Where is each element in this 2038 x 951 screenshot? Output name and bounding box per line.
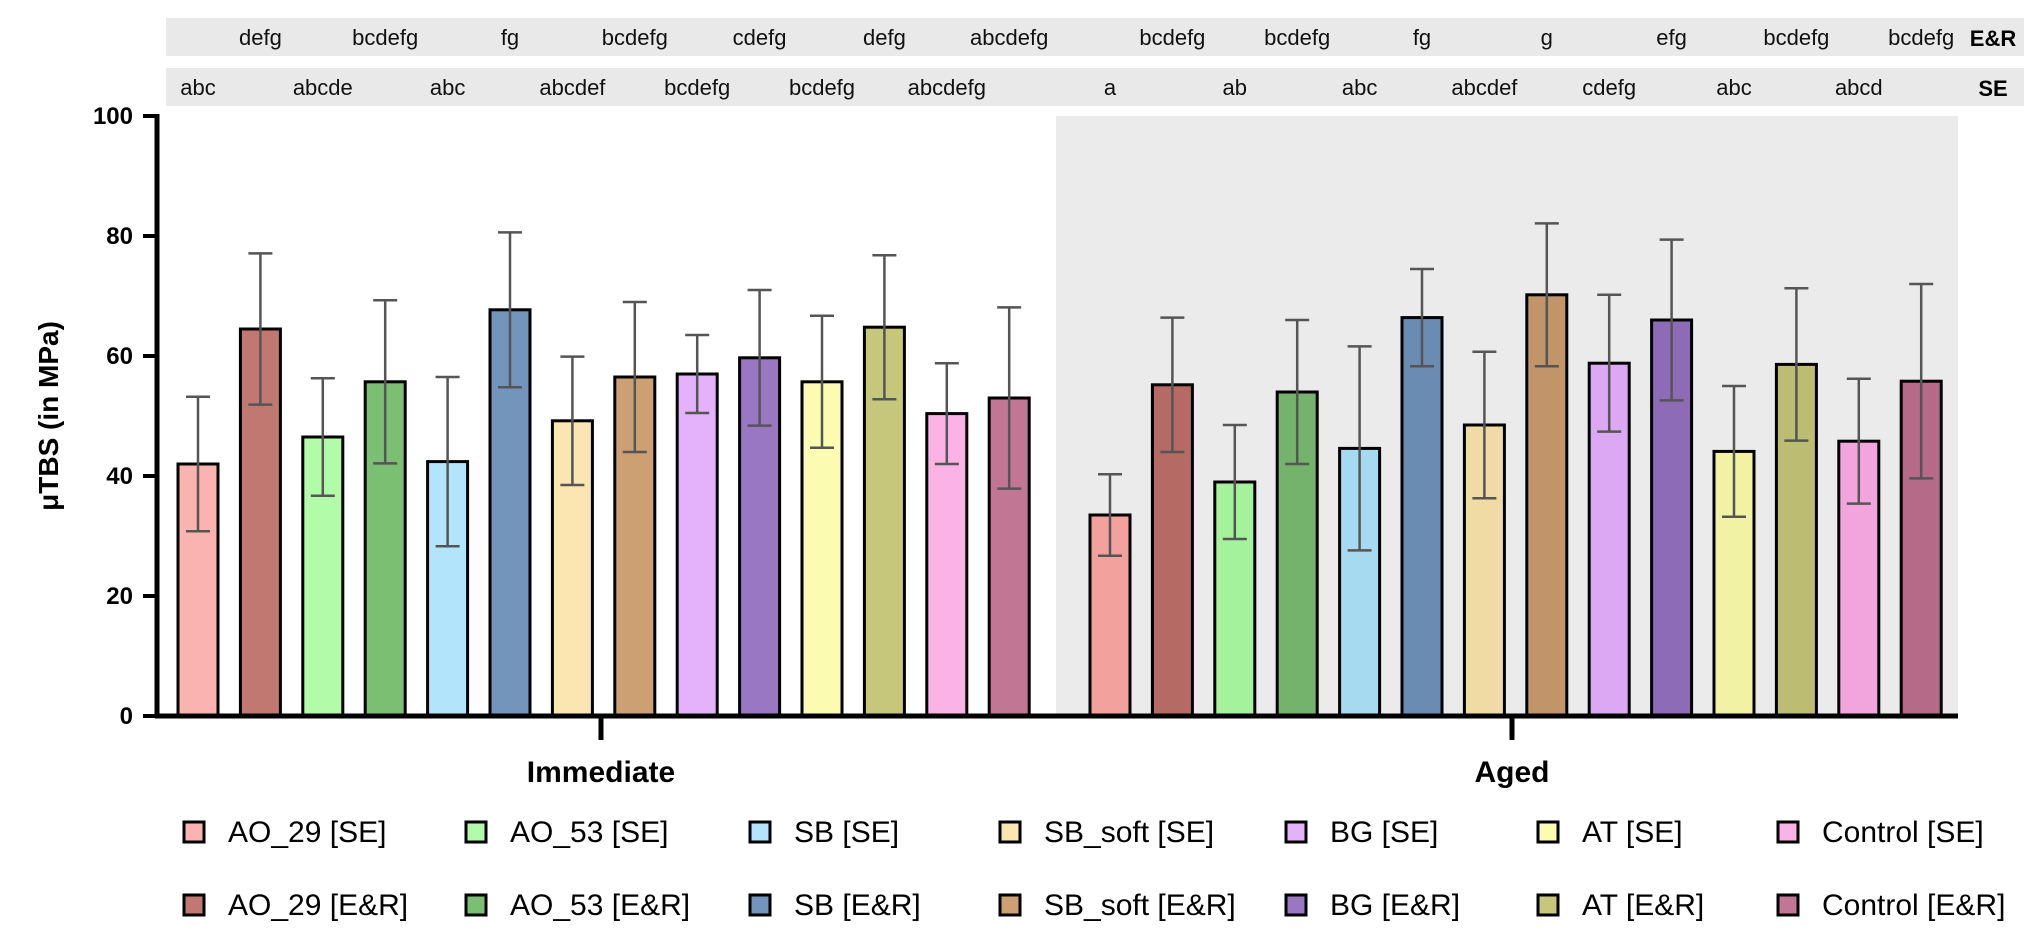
legend-swatch-sb-se [748,820,772,844]
legend-label-control-se: Control [SE] [1822,816,1984,849]
legend-label-bg-se: BG [SE] [1330,816,1438,849]
legend-label-bg-eandr: BG [E&R] [1330,889,1460,922]
se-letter: cdefg [1582,75,1636,100]
er-letter: bcdefg [1888,25,1954,50]
er-letter: defg [863,25,906,50]
se-letters-row-bg [166,68,2024,106]
se-letter: bcdefg [664,75,730,100]
legend-label-sb-se: SB [SE] [794,816,899,849]
legend-swatch-control-eandr [1776,893,1800,917]
legend-swatch-at-eandr [1536,893,1560,917]
y-tick-label: 40 [106,463,133,490]
se-row-label: SE [1978,76,2007,101]
er-letter: bcdefg [1139,25,1205,50]
se-letter: abcde [293,75,353,100]
bar-sb-eandr-aged [1400,316,1444,718]
er-letter: defg [239,25,282,50]
se-letter: abc [1716,75,1751,100]
legend-swatch-sb-soft-se [998,820,1022,844]
legend-label-sb-soft-eandr: SB_soft [E&R] [1044,889,1236,922]
er-letter: efg [1656,25,1687,50]
legend-label-ao-53-eandr: AO_53 [E&R] [510,889,690,922]
er-letter: bcdefg [602,25,668,50]
legend-label-sb-eandr: SB [E&R] [794,889,921,922]
se-letter: a [1104,75,1117,100]
legend-label-at-se: AT [SE] [1582,816,1683,849]
legend-swatch-control-se [1776,820,1800,844]
er-letter: bcdefg [1264,25,1330,50]
se-letter: abc [1342,75,1377,100]
y-tick-label: 100 [93,103,133,130]
y-tick-label: 20 [106,583,133,610]
se-letter: abc [430,75,465,100]
legend-label-ao-53-se: AO_53 [SE] [510,816,668,849]
y-tick-label: 60 [106,343,133,370]
y-axis-title: μTBS (in MPa) [33,321,64,511]
legend-swatch-bg-se [1284,820,1308,844]
er-letters-row-bg [166,18,2024,56]
se-letter: abc [180,75,215,100]
legend-swatch-ao-29-se [182,820,206,844]
legend-swatch-ao-53-eandr [464,893,488,917]
x-group-label-aged: Aged [1475,756,1550,789]
legend-swatch-sb-soft-eandr [998,893,1022,917]
er-letter: g [1541,25,1553,50]
er-row-label: E&R [1970,26,2017,51]
legend-swatch-ao-29-eandr [182,893,206,917]
se-letter: abcd [1835,75,1883,100]
y-tick-label: 0 [120,703,133,730]
legend-swatch-ao-53-se [464,820,488,844]
er-letter: cdefg [733,25,787,50]
y-tick-label: 80 [106,223,133,250]
legend-label-control-eandr: Control [E&R] [1822,889,2005,922]
er-letter: bcdefg [1763,25,1829,50]
legend-label-ao-29-eandr: AO_29 [E&R] [228,889,408,922]
legend-label-at-eandr: AT [E&R] [1582,889,1704,922]
legend-swatch-sb-eandr [748,893,772,917]
bar-bg-se-immediate [675,372,719,718]
er-letter: bcdefg [352,25,418,50]
er-letter: abcdefg [970,25,1048,50]
er-letter: fg [501,25,519,50]
legend-swatch-bg-eandr [1284,893,1308,917]
legend-swatch-at-se [1536,820,1560,844]
se-letter: ab [1223,75,1247,100]
se-letter: abcdef [539,75,606,100]
legend-label-ao-29-se: AO_29 [SE] [228,816,386,849]
x-group-label-immediate: Immediate [527,756,675,789]
se-letter: abcdef [1451,75,1518,100]
se-letter: abcdefg [908,75,986,100]
legend-label-sb-soft-se: SB_soft [SE] [1044,816,1214,849]
er-letter: fg [1413,25,1431,50]
se-letter: bcdefg [789,75,855,100]
